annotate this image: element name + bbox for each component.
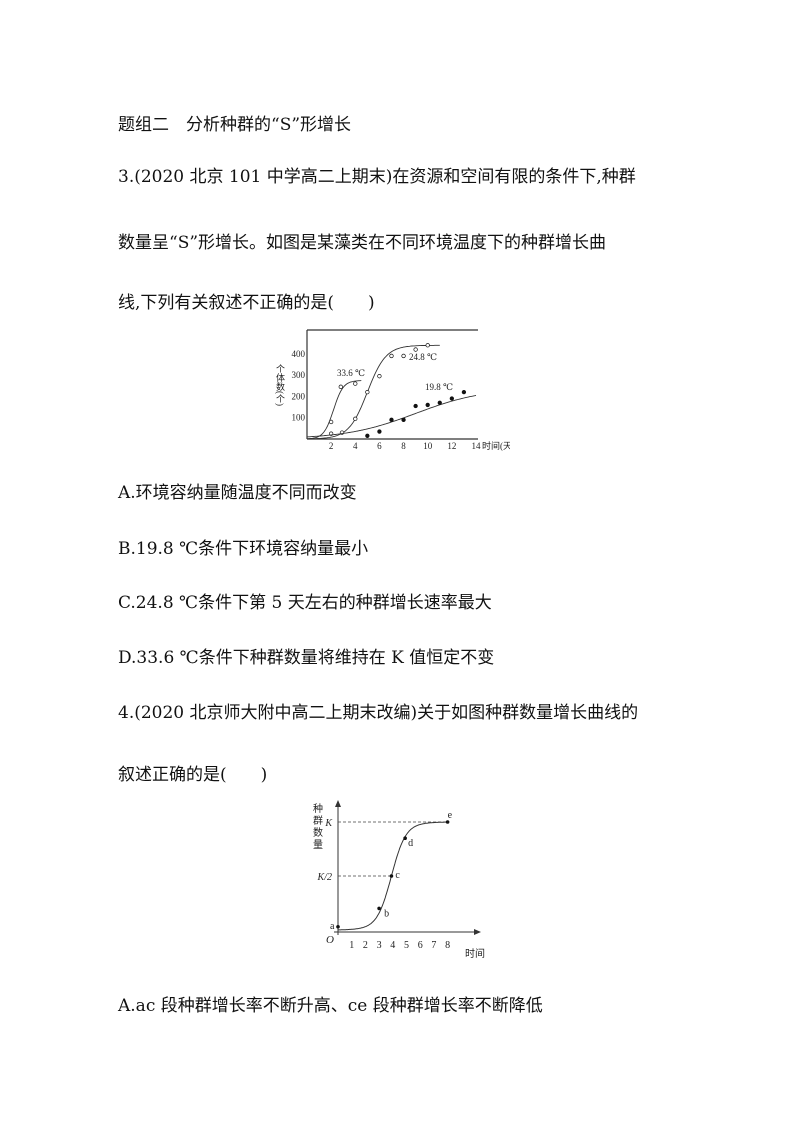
q3-option-d: D.33.6 ℃条件下种群数量将维持在 K 值恒定不变 [118,648,495,668]
data-point [413,403,418,409]
y-axis-label-char: 数 [313,826,323,839]
y-tick-label: K/2 [317,872,332,883]
data-point [461,389,467,395]
data-point [377,429,382,434]
q3-option-b: B.19.8 ℃条件下环境容纳量最小 [118,539,369,559]
x-tick-label: 14 [471,441,481,451]
x-tick-label: 7 [431,940,436,951]
data-point [449,396,454,401]
origin-label: O [326,934,334,946]
curve-point [389,874,394,878]
y-tick-label: 200 [292,391,306,401]
x-axis-label: 时间(天) [482,440,510,451]
q4-option-a: A.ac 段种群增长率不断升高、ce 段种群增长率不断降低 [118,996,543,1016]
series-label: 19.8 ℃ [425,382,453,392]
series-label: 24.8 ℃ [409,352,437,362]
x-tick-label: 6 [418,940,423,951]
q3-line-1: 3.(2020 北京 101 中学高二上期末)在资源和空间有限的条件下,种群 [118,167,636,187]
data-point [437,400,442,405]
x-axis-arrow-icon [474,929,481,935]
x-tick-label: 1 [349,940,354,951]
y-axis-arrow-icon [335,800,341,807]
series-label: 33.6 ℃ [337,368,365,378]
y-axis-label-char: 量 [313,839,323,851]
s-curve-chart: O 1 2 3 4 5 6 7 8 时间 种群数量 K/2 Ka b c d e [313,800,485,960]
x-tick-label: 5 [404,940,409,951]
x-tick-label: 2 [329,441,334,451]
data-point [377,374,382,379]
x-tick-label: 6 [377,441,382,451]
series-curve [306,394,477,438]
x-tick-label: 8 [445,940,450,951]
q3-line-3: 线,下列有关叙述不正确的是( ) [118,293,375,313]
data-point [389,353,394,359]
q3-line-2: 数量呈“S”形增长。如图是某藻类在不同环境温度下的种群增长曲 [118,233,607,253]
curve-point [377,906,381,911]
x-tick-label: 4 [353,441,358,451]
point-label: e [448,810,453,821]
data-point [353,381,358,386]
y-axis-label-char: 种 [313,802,323,815]
data-point [338,384,343,389]
q3-option-a: A.环境容纳量随温度不同而改变 [118,483,357,503]
data-point [401,417,406,422]
data-point [401,353,406,359]
x-axis-label: 时间 [465,947,485,960]
curve-point [336,924,340,929]
q4-line-2: 叙述正确的是( ) [118,765,268,785]
q4-line-1: 4.(2020 北京师大附中高二上期末改编)关于如图种群数量增长曲线的 [118,703,639,723]
data-point [353,416,358,421]
data-point [425,343,430,348]
s-curve [338,821,448,931]
y-axis-label-char: 群 [313,814,323,827]
data-point [389,417,394,422]
q3-option-c: C.24.8 ℃条件下第 5 天左右的种群增长速率最大 [118,593,492,613]
section-title: 题组二 分析种群的“S”形增长 [118,115,352,135]
y-axis-label: 个体数(个) [275,364,285,406]
y-tick-label: K [324,818,333,829]
data-point [365,433,370,438]
x-tick-label: 4 [390,940,395,951]
series-curve [306,344,440,440]
data-point [328,419,334,425]
x-tick-label: 10 [423,441,433,451]
series-curve [306,380,362,440]
y-tick-label: 400 [292,349,306,359]
x-tick-label: 8 [401,441,406,451]
curve-point [403,836,407,840]
x-tick-label: 12 [447,441,456,451]
curve-point [445,820,450,824]
point-label: d [408,838,413,849]
point-label: c [395,870,400,881]
point-label: a [330,921,335,932]
data-point [413,347,418,352]
data-point [425,402,430,408]
point-label: b [384,908,389,919]
data-point [365,389,370,395]
x-tick-label: 2 [363,940,368,951]
y-tick-label: 300 [292,370,306,380]
y-tick-label: 100 [292,413,306,423]
x-tick-label: 3 [377,940,382,951]
